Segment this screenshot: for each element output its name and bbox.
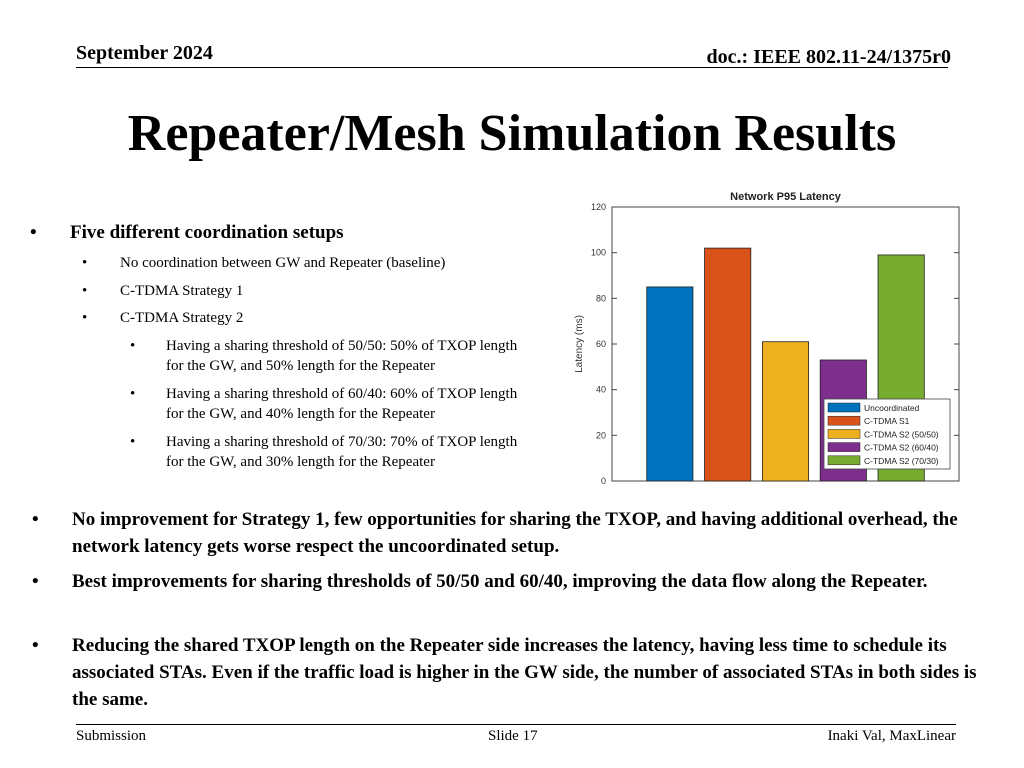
bullet-dot-icon: • [32,571,39,592]
y-axis-label: Latency (ms) [574,315,585,373]
bullet-dot-icon: • [82,283,88,299]
legend-swatch [827,442,861,452]
y-tick-label: 120 [591,202,606,212]
legend-swatch [827,455,861,466]
footer-slide-number: Slide 17 [488,728,538,744]
bar-1 [646,286,694,482]
legend-swatch [827,402,861,413]
y-tick-label: 60 [596,339,606,349]
sub-bullet-text: No coordination between GW and Repeater … [120,255,446,271]
legend-label: C-TDMA S2 (70/30) [864,456,939,466]
slide-title: Repeater/Mesh Simulation Results [127,105,897,162]
chart-title: Network P95 Latency [730,191,842,203]
sub-sub-bullet-text: Having a sharing threshold of 60/40: 60%… [166,386,518,422]
bullet-main-text: Five different coordination setups [70,222,344,243]
bullet-dot-icon: • [130,386,136,402]
footer-submission: Submission [76,728,147,744]
legend-label: C-TDMA S1 [864,416,910,426]
conclusion-bullet-text: Reducing the shared TXOP length on the R… [72,635,977,710]
bullet-dot-icon: • [32,635,39,656]
bullet-dot-icon: • [82,310,88,326]
conclusion-bullet-text: No improvement for Strategy 1, few oppor… [72,509,958,557]
y-tick-label: 40 [596,385,606,395]
sub-sub-bullet-text: Having a sharing threshold of 70/30: 70%… [166,434,518,470]
sub-sub-bullet-text: Having a sharing threshold of 50/50: 50%… [166,338,518,374]
latency-bar-chart: Network P95 Latency 0 20 40 60 80 100 120 Latenc… [574,191,960,486]
bullet-dot-icon: • [32,509,39,530]
bullet-dot-icon: • [130,338,136,354]
legend-label: C-TDMA S2 (50/50) [864,429,939,439]
footer-author: Inaki Val, MaxLinear [827,728,956,744]
footer-divider [76,724,956,725]
bullet-dot-icon: • [30,222,37,243]
bullet-dot-icon: • [82,255,88,271]
legend-label: C-TDMA S2 (60/40) [864,443,939,453]
header-doc-id: doc.: IEEE 802.11-24/1375r0 [706,46,951,68]
y-tick-label: 100 [591,248,606,258]
y-tick-label: 0 [601,476,606,486]
header-divider [76,67,948,68]
legend-swatch [827,415,861,426]
bar-3 [761,341,810,482]
y-tick-label: 80 [596,293,606,303]
conclusion-bullet-text: Best improvements for sharing thresholds… [72,571,928,592]
sub-bullet-text: C-TDMA Strategy 2 [120,310,244,326]
legend-swatch [827,429,861,439]
bullet-dot-icon: • [130,434,136,450]
legend-label: Uncoordinated [864,403,920,413]
header-date: September 2024 [76,42,213,64]
sub-bullet-text: C-TDMA Strategy 1 [120,283,244,299]
bar-2 [704,247,752,482]
y-tick-label: 20 [596,430,606,440]
